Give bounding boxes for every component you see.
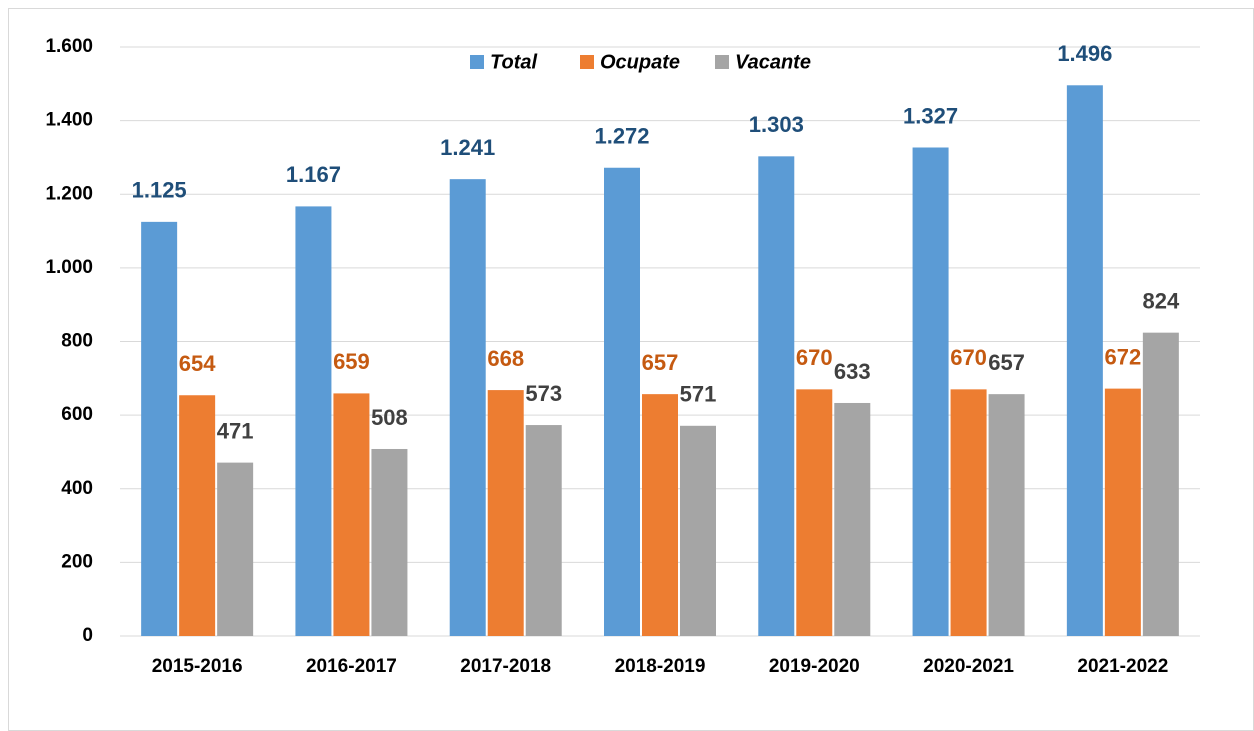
y-tick-label: 1.400 [45,110,93,131]
value-label: 1.167 [286,162,341,187]
value-label: 659 [333,349,370,374]
value-label: 672 [1104,344,1141,369]
x-tick-label: 2017-2018 [460,656,551,677]
value-label: 657 [642,350,679,375]
y-tick-label: 200 [61,551,93,572]
value-label: 1.272 [594,124,649,149]
bar [1066,85,1103,636]
bar [912,147,949,637]
legend-label: Vacante [735,51,811,73]
bar [487,390,524,636]
bar [295,206,332,636]
bar [141,221,178,636]
x-tick-label: 2015-2016 [152,656,243,677]
x-tick-label: 2020-2021 [923,656,1014,677]
legend-swatch [470,55,484,69]
value-label: 1.303 [749,112,804,137]
y-tick-label: 1.200 [45,183,93,204]
value-label: 471 [217,418,254,443]
legend-label: Ocupate [600,51,680,73]
bar [950,389,987,636]
bar [371,448,408,636]
value-label: 668 [487,346,524,371]
value-label: 573 [525,381,562,406]
value-label: 670 [796,345,833,370]
bar [758,156,795,636]
bar [333,393,370,636]
legend-swatch [715,55,729,69]
bar [680,425,716,636]
value-label: 571 [680,382,717,407]
y-tick-label: 0 [82,625,93,646]
y-tick-label: 400 [61,478,93,499]
bar [525,425,562,636]
value-label: 508 [371,405,408,430]
legend-label: Total [490,51,537,73]
y-tick-label: 800 [61,331,93,352]
bar [1104,388,1141,636]
y-tick-label: 600 [61,404,93,425]
bar [217,462,254,636]
bar [834,402,871,636]
bar [988,394,1025,636]
bar [642,394,678,636]
value-label: 670 [950,345,987,370]
bar [1142,332,1179,636]
value-label: 657 [988,350,1025,375]
x-tick-label: 2019-2020 [769,656,860,677]
x-tick-label: 2018-2019 [615,656,706,677]
bar [604,167,640,636]
value-label: 1.241 [440,135,495,160]
bar [179,395,216,636]
value-label: 654 [179,351,216,376]
x-tick-label: 2021-2022 [1077,656,1168,677]
y-tick-label: 1.000 [45,257,93,278]
value-label: 1.327 [903,103,958,128]
value-label: 1.125 [132,178,187,203]
bar [796,389,833,636]
value-label: 1.496 [1057,41,1112,66]
x-tick-label: 2016-2017 [306,656,397,677]
bar [449,179,486,637]
value-label: 824 [1142,288,1179,313]
legend-swatch [580,55,594,69]
y-tick-label: 1.600 [45,36,93,57]
value-label: 633 [834,359,871,384]
